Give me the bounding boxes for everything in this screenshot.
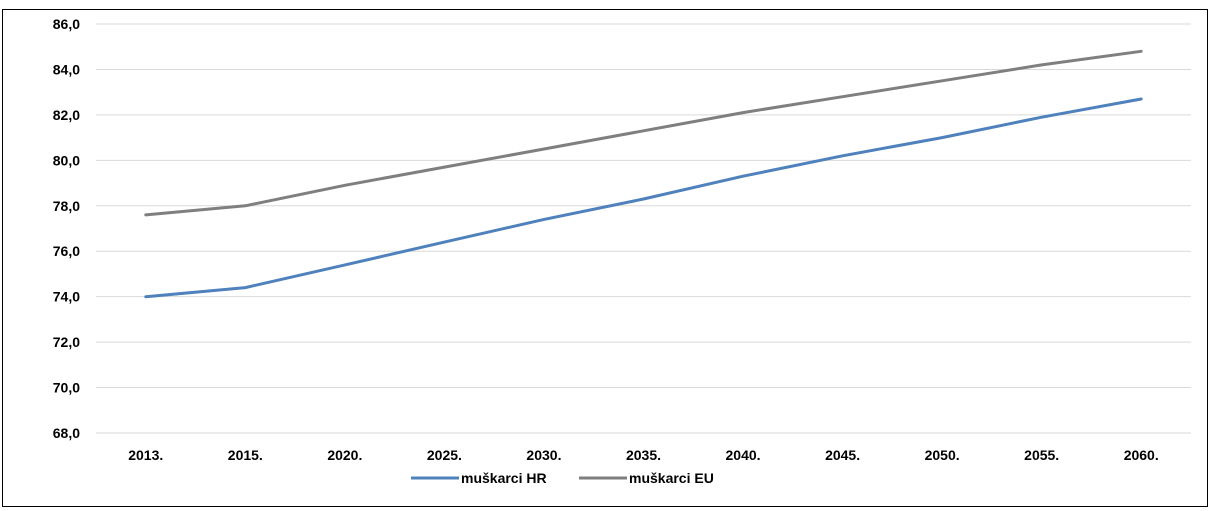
x-tick-label: 2015. xyxy=(228,447,263,463)
x-tick-label: 2050. xyxy=(925,447,960,463)
series-line-hr xyxy=(144,97,1143,299)
y-tick-label: 72,0 xyxy=(53,334,80,350)
x-tick-label: 2060. xyxy=(1124,447,1159,463)
series-line-eu xyxy=(144,49,1143,217)
y-tick-label: 74,0 xyxy=(53,289,80,305)
line-chart: 68,0 70,0 72,0 74,0 76,0 78,0 80,0 82,0 84,0 86,0… xyxy=(53,16,1191,486)
x-tick-label: 2040. xyxy=(726,447,761,463)
x-tick-label: 2020. xyxy=(327,447,362,463)
chart-frame: 68,0 70,0 72,0 74,0 76,0 78,0 80,0 82,0 84,0 86,0… xyxy=(2,9,1208,507)
y-tick-label: 68,0 xyxy=(53,425,80,441)
x-tick-label: 2025. xyxy=(427,447,462,463)
x-tick-label: 2045. xyxy=(825,447,860,463)
y-tick-label: 70,0 xyxy=(53,380,80,396)
y-tick-label: 76,0 xyxy=(53,243,80,259)
y-tick-label: 78,0 xyxy=(53,198,80,214)
y-tick-label: 82,0 xyxy=(53,107,80,123)
x-tick-label: 2013. xyxy=(128,447,163,463)
y-tick-label: 84,0 xyxy=(53,61,80,77)
x-tick-label: 2030. xyxy=(526,447,561,463)
y-tick-label: 86,0 xyxy=(53,16,80,32)
legend-label-hr: muškarci HR xyxy=(461,470,547,486)
legend-label-eu: muškarci EU xyxy=(629,470,714,486)
x-tick-label: 2035. xyxy=(626,447,661,463)
x-tick-label: 2055. xyxy=(1024,447,1059,463)
y-tick-label: 80,0 xyxy=(53,152,80,168)
